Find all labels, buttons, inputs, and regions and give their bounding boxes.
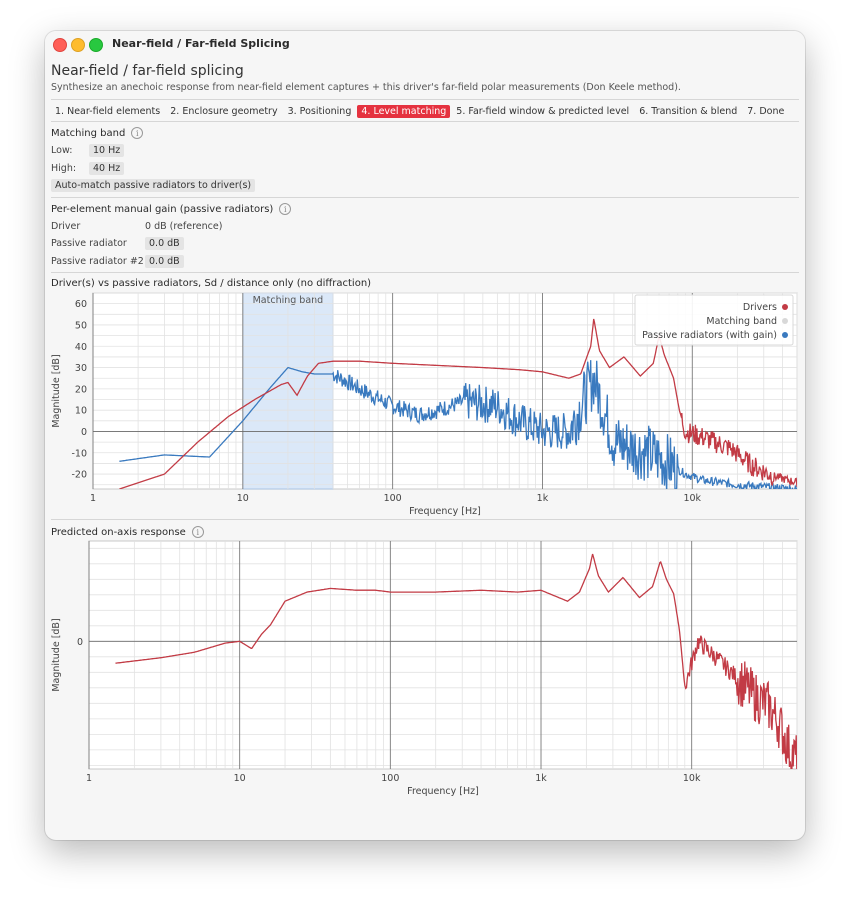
gain-row-label: Passive radiator (51, 238, 127, 249)
x-tick-label: 10k (683, 773, 701, 784)
step-tab-5[interactable]: 5. Far-field window & predicted level (456, 105, 630, 117)
minimize-window-button[interactable] (71, 38, 85, 52)
gain-row-label: Driver (51, 221, 81, 232)
driver-gain-value: 0 dB (reference) (145, 221, 223, 232)
step-tab-1[interactable]: 1. Near-field elements (55, 105, 161, 117)
close-window-button[interactable] (53, 38, 67, 52)
x-axis-label: Frequency [Hz] (407, 786, 479, 797)
y-tick-label: 30 (75, 363, 87, 374)
x-tick-label: 100 (381, 773, 399, 784)
x-tick-label: 1k (535, 773, 547, 784)
info-icon[interactable]: i (191, 526, 204, 538)
high-frequency-field[interactable]: 40 Hz (89, 162, 125, 175)
auto-match-button[interactable]: Auto-match passive radiators to driver(s… (51, 179, 256, 192)
info-icon[interactable]: i (131, 127, 144, 139)
matching-band-heading: Matching band i (51, 127, 144, 139)
divider (51, 121, 799, 122)
high-label: High: (51, 163, 77, 174)
divider (51, 197, 799, 198)
zoom-window-button[interactable] (89, 38, 103, 52)
page-title: Near-field / far-field splicing (51, 63, 244, 79)
manual-gain-heading-text: Per-element manual gain (passive radiato… (51, 203, 274, 215)
x-tick-label: 100 (384, 493, 402, 504)
x-tick-label: 1 (90, 493, 96, 504)
y-axis-label: Magnitude [dB] (51, 618, 62, 691)
passive-radiator-2-gain-field[interactable]: 0.0 dB (145, 255, 184, 268)
response-series-line (115, 553, 797, 769)
step-tab-6[interactable]: 6. Transition & blend (639, 105, 738, 117)
predicted-response-chart[interactable]: 1 10 100 1k 10k 0 Frequency [Hz] Magnitude [dB] (51, 539, 799, 801)
y-tick-label: 50 (75, 320, 87, 331)
drivers-series-line (119, 318, 797, 489)
y-tick-label: 0 (77, 637, 83, 648)
low-label: Low: (51, 145, 73, 156)
manual-gain-heading: Per-element manual gain (passive radiato… (51, 203, 292, 215)
passive-radiator-gain-field[interactable]: 0.0 dB (145, 237, 184, 250)
x-tick-label: 10 (234, 773, 246, 784)
legend-swatch (782, 318, 788, 324)
divider (51, 99, 799, 100)
chart2-heading: Predicted on-axis response i (51, 526, 204, 538)
step-tab-3[interactable]: 3. Positioning (287, 105, 352, 117)
legend-swatch (782, 304, 788, 310)
y-tick-label: -10 (71, 448, 87, 459)
divider (51, 272, 799, 273)
legend-swatch (782, 332, 788, 338)
gain-row-label: Passive radiator #2 (51, 256, 144, 267)
info-icon[interactable]: i (279, 203, 292, 215)
wizard-steps: 1. Near-field elements 2. Enclosure geome… (51, 103, 790, 119)
passive-radiators-with-gain--series-line (119, 360, 797, 489)
plot-area (88, 540, 798, 770)
y-axis-label: Magnitude [dB] (51, 354, 62, 427)
legend-box (634, 294, 794, 346)
step-tab-7[interactable]: 7. Done (747, 105, 785, 117)
step-tab-4[interactable]: 4. Level matching (357, 104, 451, 118)
page-subtitle: Synthesize an anechoic response from nea… (51, 82, 681, 93)
title-bar: Near-field / Far-field Splicing (45, 31, 805, 59)
low-frequency-field[interactable]: 10 Hz (89, 144, 125, 157)
y-tick-label: 10 (75, 406, 87, 417)
divider (51, 519, 799, 520)
legend-label: Matching band (706, 316, 777, 327)
x-tick-label: 1k (537, 493, 549, 504)
legend-label: Drivers (743, 302, 777, 313)
matching-band-heading-text: Matching band (51, 127, 126, 139)
y-tick-label: -20 (71, 470, 87, 481)
y-tick-label: 20 (75, 384, 87, 395)
x-tick-label: 1 (86, 773, 92, 784)
y-tick-label: 40 (75, 342, 87, 353)
window-title: Near-field / Far-field Splicing (112, 37, 290, 50)
x-tick-label: 10k (683, 493, 701, 504)
chart2-heading-text: Predicted on-axis response (51, 526, 186, 538)
y-tick-label: 60 (75, 299, 87, 310)
y-tick-label: 0 (81, 427, 87, 438)
chart1-heading: Driver(s) vs passive radiators, Sd / dis… (51, 278, 372, 289)
x-tick-label: 10 (237, 493, 249, 504)
step-tab-2[interactable]: 2. Enclosure geometry (170, 105, 278, 117)
legend-label: Passive radiators (with gain) (642, 330, 777, 341)
splicing-window: Near-field / Far-field Splicing Near-fie… (45, 31, 805, 840)
x-axis-label: Frequency [Hz] (409, 506, 481, 516)
